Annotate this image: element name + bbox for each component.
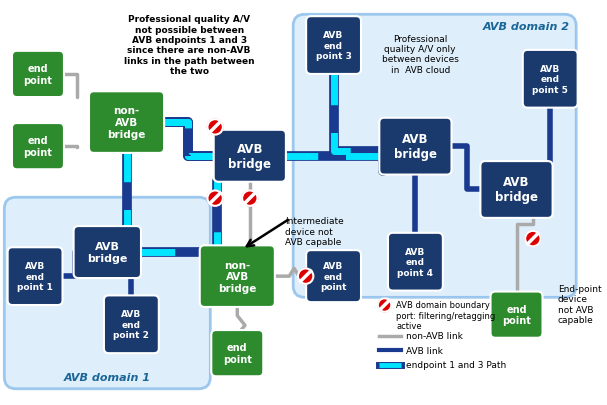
Text: AVB domain 2: AVB domain 2 bbox=[483, 22, 569, 32]
Circle shape bbox=[242, 191, 257, 206]
Text: AVB
bridge: AVB bridge bbox=[228, 143, 271, 171]
Text: end
point: end point bbox=[502, 304, 531, 326]
Text: Professional quality A/V
not possible between
AVB endpoints 1 and 3
since there : Professional quality A/V not possible be… bbox=[124, 15, 254, 76]
FancyBboxPatch shape bbox=[379, 118, 452, 175]
Text: non-
AVB
bridge: non- AVB bridge bbox=[107, 106, 146, 139]
Text: AVB
end
point 1: AVB end point 1 bbox=[17, 262, 53, 291]
FancyBboxPatch shape bbox=[12, 124, 64, 170]
Text: AVB
end
point: AVB end point bbox=[320, 262, 347, 291]
Circle shape bbox=[208, 191, 223, 206]
Text: non-
AVB
bridge: non- AVB bridge bbox=[218, 260, 257, 293]
FancyBboxPatch shape bbox=[388, 233, 443, 291]
FancyBboxPatch shape bbox=[8, 247, 63, 305]
Circle shape bbox=[378, 298, 392, 312]
FancyBboxPatch shape bbox=[73, 226, 141, 278]
FancyBboxPatch shape bbox=[12, 52, 64, 98]
Text: end
point: end point bbox=[24, 64, 52, 85]
Text: AVB
end
point 4: AVB end point 4 bbox=[398, 247, 433, 277]
FancyBboxPatch shape bbox=[306, 251, 361, 303]
Circle shape bbox=[298, 269, 313, 284]
FancyBboxPatch shape bbox=[104, 296, 159, 353]
FancyBboxPatch shape bbox=[89, 92, 164, 153]
FancyBboxPatch shape bbox=[211, 330, 263, 376]
Text: AVB domain 1: AVB domain 1 bbox=[64, 372, 151, 382]
Text: AVB link: AVB link bbox=[406, 346, 443, 355]
Text: end
point: end point bbox=[223, 343, 252, 364]
FancyBboxPatch shape bbox=[306, 17, 361, 75]
Text: AVB domain boundary
port: filtering/retagging
active: AVB domain boundary port: filtering/reta… bbox=[396, 301, 495, 330]
Text: Professional
quality A/V only
between devices
in  AVB cloud: Professional quality A/V only between de… bbox=[382, 34, 459, 75]
Text: endpoint 1 and 3 Path: endpoint 1 and 3 Path bbox=[406, 360, 506, 369]
Text: non-AVB link: non-AVB link bbox=[406, 332, 463, 341]
FancyBboxPatch shape bbox=[480, 162, 552, 218]
FancyBboxPatch shape bbox=[4, 198, 210, 389]
FancyBboxPatch shape bbox=[523, 51, 578, 109]
Circle shape bbox=[525, 231, 541, 247]
Circle shape bbox=[208, 120, 223, 135]
FancyBboxPatch shape bbox=[490, 292, 543, 338]
FancyBboxPatch shape bbox=[200, 246, 275, 307]
Text: AVB
end
point 5: AVB end point 5 bbox=[532, 65, 568, 94]
Text: AVB
end
point 2: AVB end point 2 bbox=[114, 309, 149, 339]
Text: AVB
bridge: AVB bridge bbox=[495, 176, 538, 204]
Text: AVB
end
point 3: AVB end point 3 bbox=[316, 31, 351, 61]
FancyBboxPatch shape bbox=[214, 130, 286, 182]
Text: AVB
bridge: AVB bridge bbox=[87, 242, 127, 263]
Text: Intermediate
device not
AVB capable: Intermediate device not AVB capable bbox=[285, 217, 344, 247]
Text: AVB
bridge: AVB bridge bbox=[394, 133, 437, 161]
Text: end
point: end point bbox=[24, 136, 52, 158]
Text: End-point
device
not AVB
capable: End-point device not AVB capable bbox=[558, 284, 602, 324]
FancyBboxPatch shape bbox=[293, 15, 576, 298]
